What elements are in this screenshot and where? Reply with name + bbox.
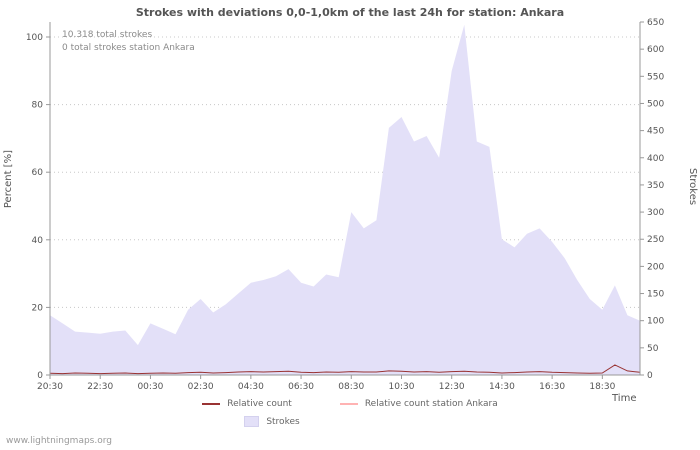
svg-text:02:30: 02:30 (188, 382, 214, 392)
legend-item-relative-count: Relative count (202, 399, 292, 409)
svg-text:550: 550 (647, 72, 664, 82)
y-axis-label-right: Strokes (687, 168, 698, 206)
svg-text:0: 0 (647, 371, 653, 381)
svg-text:12:30: 12:30 (439, 382, 465, 392)
svg-text:300: 300 (647, 208, 664, 218)
svg-text:80: 80 (32, 101, 44, 111)
svg-text:150: 150 (647, 290, 664, 300)
legend-item-strokes: Strokes (244, 416, 300, 427)
legend-item-label: Relative count station Ankara (364, 399, 498, 409)
strokes-area-swatch (244, 416, 260, 427)
svg-text:250: 250 (647, 235, 664, 245)
svg-text:100: 100 (647, 317, 664, 327)
svg-text:200: 200 (647, 262, 664, 272)
svg-text:16:30: 16:30 (539, 382, 565, 392)
svg-text:20:30: 20:30 (37, 382, 63, 392)
chart-title: Strokes with deviations 0,0-1,0km of the… (135, 6, 565, 19)
svg-text:22:30: 22:30 (87, 382, 113, 392)
x-axis-label: Time (612, 393, 637, 404)
svg-text:00:30: 00:30 (137, 382, 163, 392)
svg-text:20: 20 (32, 303, 44, 313)
svg-text:600: 600 (647, 45, 664, 55)
svg-text:04:30: 04:30 (238, 382, 264, 392)
legend: Relative count Relative count station An… (0, 399, 700, 434)
svg-text:350: 350 (647, 181, 664, 191)
svg-text:100: 100 (26, 33, 43, 43)
legend-item-label: Relative count (227, 399, 292, 409)
legend-row-2: Strokes (0, 416, 622, 427)
relative-count-station-line-swatch (339, 403, 358, 405)
svg-text:14:30: 14:30 (489, 382, 515, 392)
svg-text:60: 60 (32, 168, 44, 178)
svg-text:06:30: 06:30 (288, 382, 314, 392)
annotation-total-strokes-station: 0 total strokes station Ankara (62, 43, 195, 53)
legend-row-1: Relative count Relative count station An… (0, 399, 700, 409)
y-axis-label-left: Percent [%] (3, 150, 14, 209)
svg-text:18:30: 18:30 (589, 382, 615, 392)
legend-item-label: Strokes (266, 416, 300, 427)
svg-text:10:30: 10:30 (389, 382, 415, 392)
legend-item-relative-count-station: Relative count station Ankara (339, 399, 498, 409)
svg-text:40: 40 (32, 236, 44, 246)
svg-text:500: 500 (647, 99, 664, 109)
svg-text:400: 400 (647, 154, 664, 164)
watermark: www.lightningmaps.org (6, 436, 112, 446)
svg-text:450: 450 (647, 127, 664, 137)
annotation-total-strokes: 10.318 total strokes (62, 30, 153, 40)
svg-text:08:30: 08:30 (338, 382, 364, 392)
relative-count-line-swatch (202, 403, 221, 405)
svg-text:0: 0 (37, 371, 43, 381)
svg-text:50: 50 (647, 344, 659, 354)
svg-text:650: 650 (647, 18, 664, 28)
